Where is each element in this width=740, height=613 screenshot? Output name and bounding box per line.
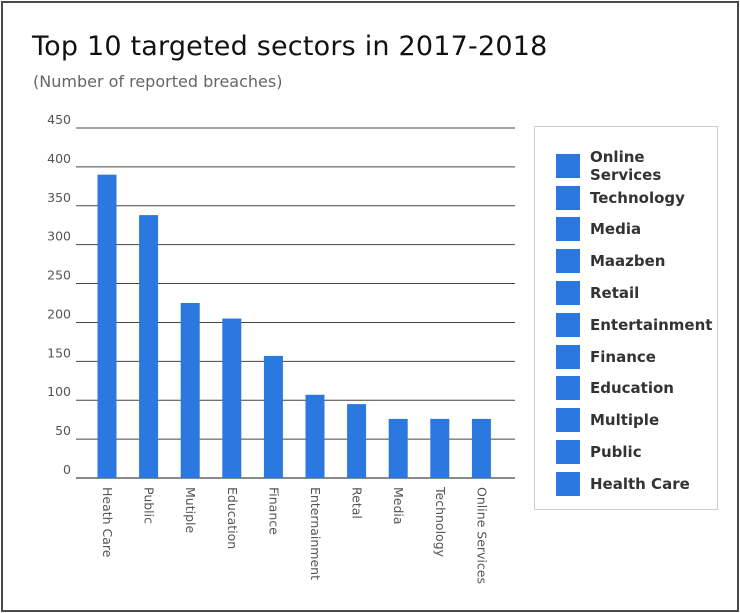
- legend-item: Entertainment: [556, 309, 717, 341]
- legend-label: Multiple: [590, 411, 660, 430]
- x-category-label: Retal: [350, 487, 365, 519]
- bar-enternainment: [305, 394, 325, 478]
- y-tick-label: 150: [47, 345, 71, 360]
- bar-education: [222, 318, 242, 478]
- legend-label: Media: [590, 220, 642, 239]
- legend-label: Education: [590, 379, 674, 398]
- legend-label: Entertainment: [590, 315, 713, 334]
- x-category-label: Education: [225, 487, 240, 549]
- y-tick-label: 250: [47, 268, 71, 283]
- y-tick-label: 0: [63, 462, 71, 477]
- y-tick-label: 450: [47, 112, 71, 127]
- legend-label: Maazben: [590, 252, 666, 271]
- legend-item: Public: [556, 436, 717, 468]
- legend-swatch: [556, 249, 580, 274]
- bar-finance: [263, 355, 283, 478]
- legend-swatch: [556, 376, 580, 401]
- x-category-label: Mutiple: [183, 487, 198, 533]
- x-category-label: Heath Care: [100, 487, 115, 558]
- legend-list: Online Services Technology Media Maazben Ret…: [556, 147, 717, 500]
- bars: [97, 174, 491, 478]
- x-category-label: Public: [142, 487, 157, 524]
- legend-label: Online Services: [590, 147, 662, 184]
- legend-item: Health Care: [556, 468, 717, 500]
- bar-public: [139, 215, 159, 478]
- y-tick-label: 300: [47, 229, 71, 244]
- legend-item: Technology: [556, 182, 717, 214]
- x-axis-labels: Heath Care Public Mutiple Education Finance E…: [100, 486, 489, 584]
- y-axis-ticks: 0 50 100 150 200 250 300 350 400 450: [47, 112, 71, 477]
- bar-mutiple: [180, 303, 200, 478]
- legend-swatch: [556, 312, 580, 337]
- legend-swatch: [556, 153, 580, 178]
- legend-label: Retail: [590, 284, 640, 303]
- legend-swatch: [556, 185, 580, 210]
- x-category-label: Technology: [433, 486, 448, 558]
- legend-swatch: [556, 217, 580, 242]
- legend-swatch: [556, 440, 580, 465]
- bar-technology: [430, 418, 450, 478]
- chart-legend: Online Services Technology Media Maazben Ret…: [534, 126, 718, 510]
- legend-swatch: [556, 471, 580, 496]
- bar-media: [388, 418, 408, 478]
- legend-label: Finance: [590, 347, 656, 366]
- legend-label: Health Care: [590, 474, 690, 493]
- legend-swatch: [556, 281, 580, 306]
- y-tick-label: 350: [47, 190, 71, 205]
- x-category-label: Finance: [266, 487, 281, 535]
- bar-heath-care: [97, 174, 117, 478]
- legend-item: Multiple: [556, 404, 717, 436]
- x-category-label: Online Services: [474, 487, 489, 584]
- legend-label: Public: [590, 443, 642, 462]
- y-tick-label: 100: [47, 384, 71, 399]
- legend-label: Technology: [590, 188, 685, 207]
- legend-item: Finance: [556, 341, 717, 373]
- legend-item: Media: [556, 214, 717, 246]
- legend-item: Education: [556, 373, 717, 405]
- chart-subtitle: (Number of reported breaches): [33, 72, 283, 91]
- x-category-label: Enternainment: [308, 487, 323, 580]
- y-tick-label: 50: [55, 423, 71, 438]
- y-tick-label: 400: [47, 151, 71, 166]
- legend-item: Online Services: [556, 147, 717, 184]
- legend-swatch: [556, 408, 580, 433]
- x-category-label: Media: [391, 487, 406, 525]
- legend-swatch: [556, 344, 580, 369]
- legend-item: Maazben: [556, 245, 717, 277]
- legend-item: Retail: [556, 277, 717, 309]
- chart-title: Top 10 targeted sectors in 2017-2018: [32, 31, 548, 62]
- bar-retal: [347, 404, 367, 478]
- bar-online-services: [471, 418, 491, 478]
- y-tick-label: 200: [47, 306, 71, 321]
